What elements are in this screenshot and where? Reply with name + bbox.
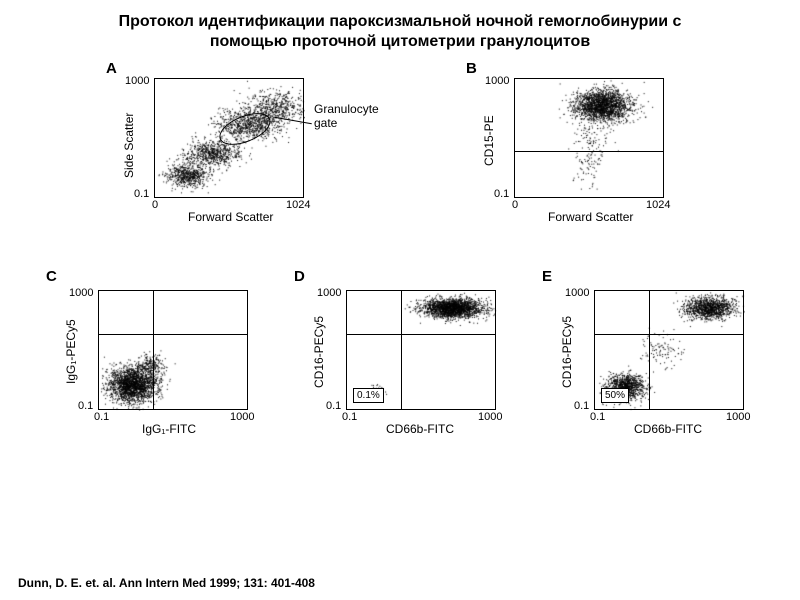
- panel-E-label: E: [542, 268, 552, 285]
- panel-B-ylabel: CD15-PE: [482, 115, 496, 166]
- panel-C-label: C: [46, 268, 57, 285]
- panel-B-xlabel: Forward Scatter: [548, 210, 633, 224]
- panel-A-label: A: [106, 60, 117, 77]
- panel-E-ylabel: CD16-PECy5: [560, 316, 574, 388]
- panel-E-plot: 50%: [594, 290, 744, 410]
- citation: Dunn, D. E. et. al. Ann Intern Med 1999;…: [18, 576, 315, 590]
- panel-A-plot: [154, 78, 304, 198]
- panel-D-ytick-bot: 0.1: [326, 400, 341, 412]
- panel-D-label: D: [294, 268, 305, 285]
- panel-C-plot: [98, 290, 248, 410]
- panel-D-boxlabel: 0.1%: [353, 388, 384, 403]
- panel-E-quad-h: [595, 334, 743, 335]
- row-2: C IgG₁-PECy5 IgG₁-FITC 1000 0.1 0.1 1000…: [18, 268, 782, 468]
- panel-E-ytick-bot: 0.1: [574, 400, 589, 412]
- panel-C-ylabel: IgG₁-PECy5: [64, 319, 78, 384]
- page-title: Протокол идентификации пароксизмальной н…: [18, 12, 782, 52]
- panel-B-canvas: [515, 79, 665, 199]
- panel-A-xtick-0: 0: [152, 199, 158, 211]
- panel-D-ytick-top: 1000: [317, 287, 341, 299]
- panel-C-ytick-bot: 0.1: [78, 400, 93, 412]
- panel-E-boxlabel: 50%: [601, 388, 629, 403]
- row-1: A Side Scatter Forward Scatter 1000 0.1 …: [18, 60, 782, 250]
- panel-E-xlabel: CD66b-FITC: [634, 422, 702, 436]
- panel-E-quad-v: [649, 291, 650, 409]
- panel-A-xlabel: Forward Scatter: [188, 210, 273, 224]
- panel-A: A Side Scatter Forward Scatter 1000 0.1 …: [98, 60, 398, 250]
- title-line-2: помощью проточной цитометрии гранулоцито…: [210, 33, 590, 50]
- panel-C-xtick-0: 0.1: [94, 411, 109, 423]
- panel-E-xtick-1: 1000: [726, 411, 750, 423]
- panel-E: E 50% CD16-PECy5 CD66b-FITC 1000 0.1 0.1…: [534, 268, 774, 468]
- panel-E-ytick-top: 1000: [565, 287, 589, 299]
- panel-B: B CD15-PE Forward Scatter 1000 0.1 0 102…: [458, 60, 718, 250]
- panel-C-ytick-top: 1000: [69, 287, 93, 299]
- panel-A-ytick-top: 1000: [125, 75, 149, 87]
- panel-D-plot: 0.1%: [346, 290, 496, 410]
- title-line-1: Протокол идентификации пароксизмальной н…: [119, 13, 682, 30]
- panel-A-ylabel: Side Scatter: [122, 113, 136, 178]
- panel-A-xtick-1: 1024: [286, 199, 310, 211]
- panel-C-quad-h: [99, 334, 247, 335]
- panel-A-annotation: Granulocyte gate: [314, 102, 379, 130]
- panel-C: C IgG₁-PECy5 IgG₁-FITC 1000 0.1 0.1 1000: [38, 268, 278, 468]
- panel-C-xlabel: IgG₁-FITC: [142, 422, 196, 436]
- panel-B-quad-h: [515, 151, 663, 152]
- panel-A-ytick-bot: 0.1: [134, 188, 149, 200]
- panel-C-quad-v: [153, 291, 154, 409]
- panel-B-ytick-top: 1000: [485, 75, 509, 87]
- panel-C-canvas: [99, 291, 249, 411]
- panel-D-xtick-0: 0.1: [342, 411, 357, 423]
- panel-D-xtick-1: 1000: [478, 411, 502, 423]
- panel-C-xtick-1: 1000: [230, 411, 254, 423]
- panel-D-xlabel: CD66b-FITC: [386, 422, 454, 436]
- panel-D-quad-h: [347, 334, 495, 335]
- panel-B-xtick-0: 0: [512, 199, 518, 211]
- panel-D-ylabel: CD16-PECy5: [312, 316, 326, 388]
- panel-B-label: B: [466, 60, 477, 77]
- panel-B-plot: [514, 78, 664, 198]
- panel-D-quad-v: [401, 291, 402, 409]
- panel-D: D 0.1% CD16-PECy5 CD66b-FITC 1000 0.1 0.…: [286, 268, 526, 468]
- panel-B-xtick-1: 1024: [646, 199, 670, 211]
- panel-B-ytick-bot: 0.1: [494, 188, 509, 200]
- panel-E-xtick-0: 0.1: [590, 411, 605, 423]
- page: Протокол идентификации пароксизмальной н…: [0, 0, 800, 600]
